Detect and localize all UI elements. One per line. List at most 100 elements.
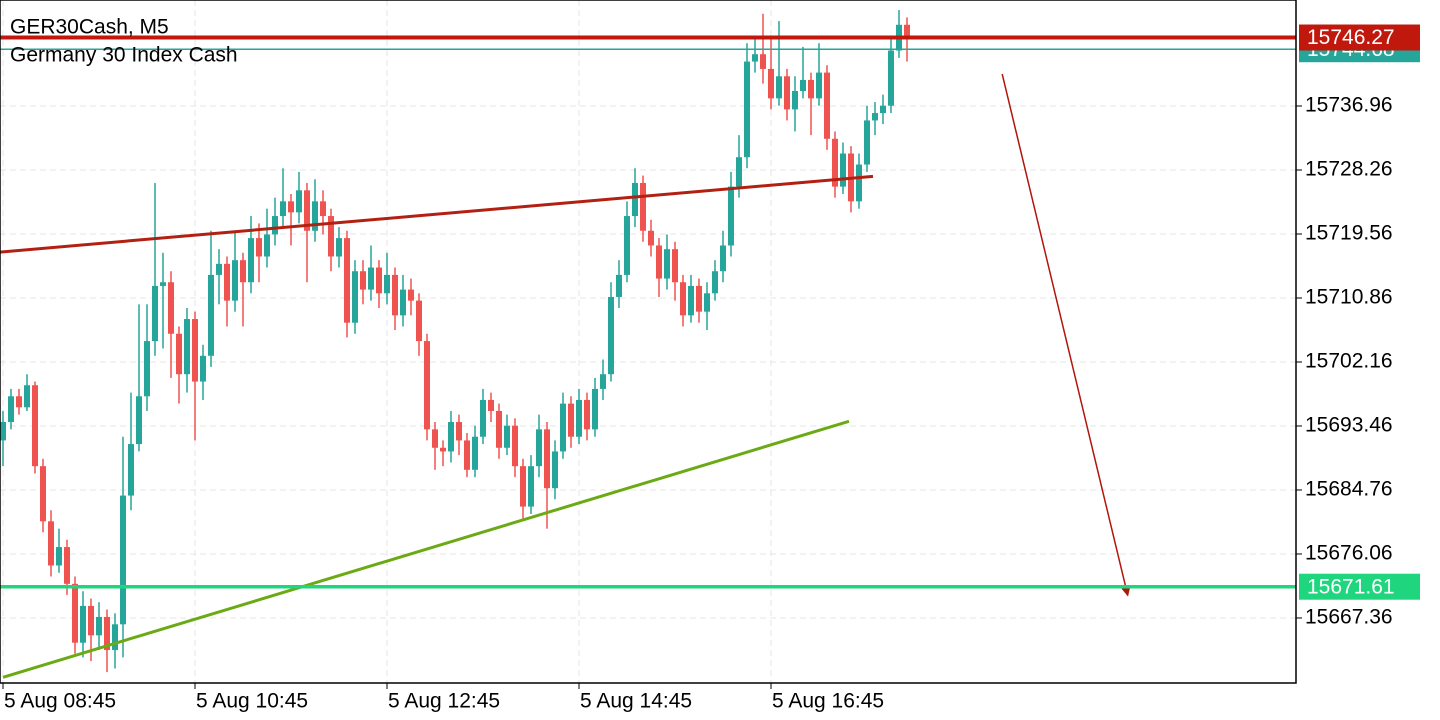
candle-body: [376, 267, 382, 294]
candle-body: [344, 238, 350, 323]
plot-frame: [0, 0, 1297, 684]
candle-body: [288, 201, 294, 213]
candle-body: [272, 216, 278, 235]
candle-body: [416, 300, 422, 342]
candle-body: [472, 436, 478, 470]
candle-body: [200, 355, 206, 382]
candle-body: [832, 138, 838, 187]
candle-body: [648, 230, 654, 246]
candle-body: [408, 289, 414, 301]
candle-body: [64, 547, 70, 584]
candle-body: [632, 182, 638, 217]
candle-body: [88, 605, 94, 636]
candle-body: [664, 249, 670, 279]
candle-body: [888, 50, 894, 106]
candle-body: [544, 429, 550, 489]
trendline: [0, 174, 874, 254]
candle-body: [656, 245, 662, 279]
candle-body: [32, 385, 38, 467]
candle-body: [160, 282, 166, 286]
candle-body: [304, 190, 310, 231]
candle-body: [120, 495, 126, 625]
candle-body: [904, 24, 910, 38]
x-tick-label: 5 Aug 16:45: [772, 690, 884, 713]
candle-body: [496, 410, 502, 448]
candle-body: [760, 54, 766, 69]
candle-body: [320, 201, 326, 217]
y-tick-label: 15736.96: [1305, 94, 1393, 117]
y-tick-label: 15676.06: [1305, 542, 1393, 565]
candle-body: [144, 341, 150, 397]
candle-body: [824, 72, 830, 139]
candle-body: [696, 285, 702, 312]
price-label: 15671.61: [1307, 575, 1395, 598]
y-tick-label: 15693.46: [1305, 414, 1393, 437]
candle-body: [880, 105, 886, 114]
chart-subtitle: Germany 30 Index Cash: [10, 44, 238, 67]
trendline: [2, 419, 850, 679]
candle-body: [56, 547, 62, 566]
candle-body: [800, 79, 806, 91]
candle-body: [208, 274, 214, 356]
x-tick-label: 5 Aug 14:45: [580, 690, 692, 713]
y-tick-label: 15702.16: [1305, 350, 1393, 373]
price-label-box: [1299, 24, 1420, 51]
candle-body: [8, 396, 14, 423]
candle-body: [248, 238, 254, 283]
price-label-box: [1299, 573, 1420, 600]
candle-body: [816, 72, 822, 99]
candle-body: [744, 61, 750, 158]
candle-body: [312, 201, 318, 231]
candle-body: [728, 186, 734, 246]
candle-body: [536, 429, 542, 467]
candle-body: [688, 285, 694, 316]
candle-body: [856, 164, 862, 202]
candle-body: [704, 293, 710, 312]
candle-body: [424, 341, 430, 430]
candle-body: [784, 76, 790, 110]
candle-body: [112, 624, 118, 651]
candle-body: [864, 120, 870, 165]
chart-title: GER30Cash, M5: [10, 16, 169, 39]
candle-body: [360, 271, 366, 290]
candle-body: [792, 90, 798, 110]
y-tick-label: 15710.86: [1305, 286, 1393, 309]
candle-body: [808, 79, 814, 99]
candle-body: [776, 76, 782, 99]
candle-body: [840, 153, 846, 187]
candle-body: [584, 399, 590, 430]
candle-body: [608, 296, 614, 375]
candle-body: [104, 616, 110, 651]
candle-body: [872, 113, 878, 121]
candle-body: [640, 182, 646, 231]
candle-body: [552, 451, 558, 489]
candle-body: [48, 521, 54, 566]
candle-body: [592, 388, 598, 430]
candle-body: [40, 466, 46, 522]
x-tick-label: 5 Aug 08:45: [4, 690, 116, 713]
candle-body: [72, 583, 78, 643]
candle-body: [384, 274, 390, 294]
candle-body: [568, 403, 574, 437]
y-tick-label: 15728.26: [1305, 158, 1393, 181]
candle-body: [96, 616, 102, 636]
candle-body: [672, 249, 678, 283]
candle-body: [576, 399, 582, 437]
candle-body: [440, 447, 446, 452]
candle-body: [136, 396, 142, 445]
y-tick-label: 15667.36: [1305, 606, 1393, 629]
candle-body: [504, 425, 510, 448]
candle-body: [328, 216, 334, 257]
candle-body: [680, 282, 686, 316]
candle-body: [24, 385, 30, 408]
candle-body: [560, 403, 566, 452]
candle-body: [280, 201, 286, 217]
candle-body: [720, 245, 726, 272]
candle-body: [488, 399, 494, 411]
candle-body: [0, 422, 6, 441]
candle-body: [296, 190, 302, 213]
candle-body: [192, 319, 198, 382]
y-tick-label: 15719.56: [1305, 222, 1393, 245]
plot: [0, 10, 910, 673]
candle-body: [480, 399, 486, 437]
